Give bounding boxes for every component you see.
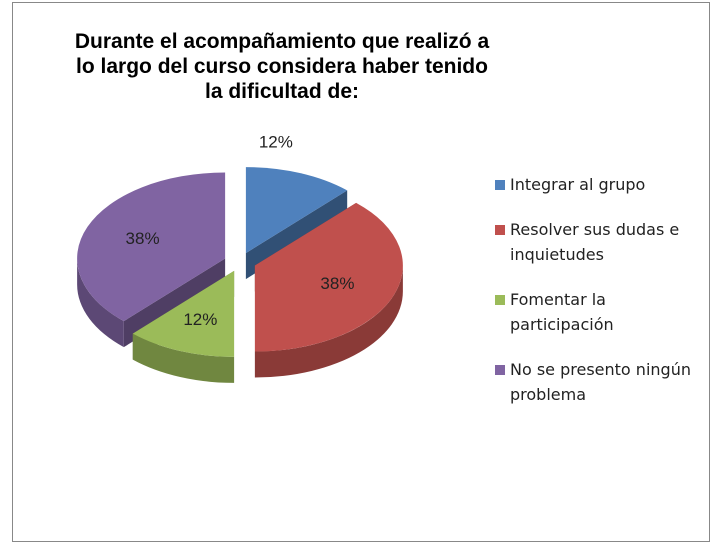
slice-side [254, 265, 403, 378]
legend-item: Fomentar la participación [495, 287, 705, 337]
legend: Integrar al grupo Resolver sus dudas e in… [495, 172, 705, 427]
legend-item: Integrar al grupo [495, 172, 705, 197]
slice-top [132, 270, 235, 357]
slice-top [245, 167, 348, 254]
data-label: 12% [183, 310, 217, 329]
legend-swatch [495, 295, 505, 305]
slice [254, 202, 403, 378]
legend-item: Resolver sus dudas e inquietudes [495, 217, 705, 267]
chart-title: la dificultad de: [205, 80, 359, 103]
legend-swatch [495, 365, 505, 375]
legend-label: Resolver sus dudas e inquietudes [510, 220, 680, 264]
legend-label: No se presento ningún problema [510, 360, 691, 404]
slice-top [254, 202, 403, 352]
slice-side [132, 333, 235, 383]
legend-item: No se presento ningún problema [495, 357, 705, 407]
data-label: 38% [126, 229, 160, 248]
legend-label: Fomentar la participación [510, 290, 614, 334]
chart-title: lo largo del curso considera haber tenid… [76, 55, 488, 78]
chart-title: Durante el acompañamiento que realizó a [75, 30, 490, 53]
data-label: 38% [320, 274, 354, 293]
slice-side [77, 258, 124, 348]
legend-swatch [495, 180, 505, 190]
legend-swatch [495, 225, 505, 235]
legend-label: Integrar al grupo [510, 175, 646, 194]
data-label: 12% [259, 132, 293, 151]
slice [132, 270, 235, 383]
slice-top [77, 172, 226, 322]
